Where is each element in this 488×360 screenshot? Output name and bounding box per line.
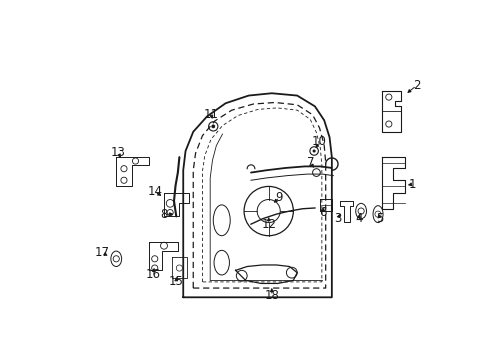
Text: 18: 18 xyxy=(264,289,279,302)
Circle shape xyxy=(312,149,315,153)
Text: 3: 3 xyxy=(334,212,341,225)
Text: 10: 10 xyxy=(311,135,326,148)
Text: 13: 13 xyxy=(110,146,125,159)
Text: 1: 1 xyxy=(408,177,416,190)
Text: 4: 4 xyxy=(354,212,362,225)
Text: 7: 7 xyxy=(306,156,313,169)
Text: 12: 12 xyxy=(261,218,276,231)
Text: 9: 9 xyxy=(275,191,283,204)
Circle shape xyxy=(211,125,215,128)
Text: 16: 16 xyxy=(145,268,161,281)
Text: 6: 6 xyxy=(318,206,325,219)
Text: 17: 17 xyxy=(95,246,110,259)
Text: 15: 15 xyxy=(168,275,183,288)
Text: 8: 8 xyxy=(160,208,167,221)
Text: 2: 2 xyxy=(412,79,420,92)
Text: 5: 5 xyxy=(375,212,383,225)
Text: 14: 14 xyxy=(147,185,162,198)
Text: 11: 11 xyxy=(203,108,218,121)
